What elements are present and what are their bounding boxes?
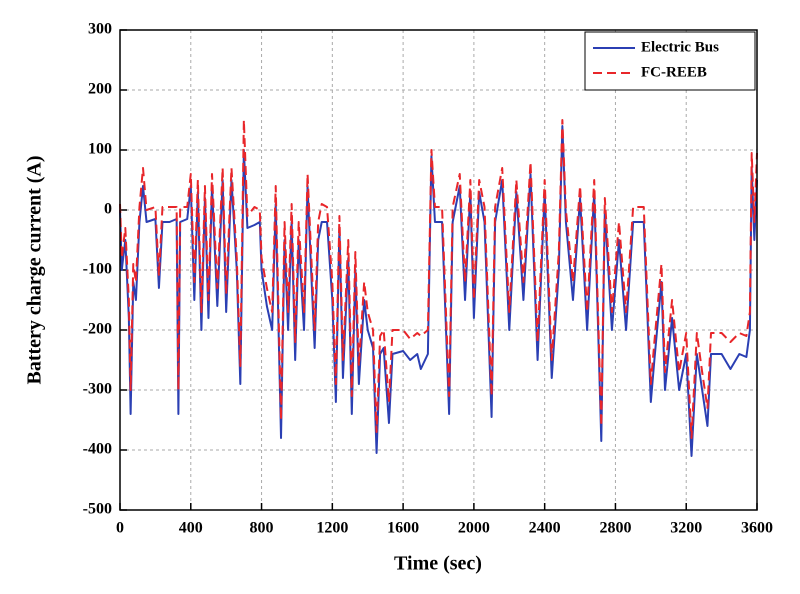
legend-box — [584, 31, 756, 91]
y-tick-label: -300 — [83, 381, 112, 398]
y-axis-title: Battery charge current (A) — [24, 156, 46, 385]
y-tick-label: -500 — [83, 501, 112, 518]
y-tick-label: -400 — [83, 441, 112, 458]
plot-frame — [119, 29, 758, 511]
y-tick-label: -100 — [83, 261, 112, 278]
y-tick-label: 300 — [88, 21, 112, 38]
x-tick-label: 1600 — [387, 520, 419, 537]
y-tick-label: 100 — [88, 141, 112, 158]
series-line — [119, 125, 758, 457]
x-tick-label: 3200 — [670, 520, 702, 537]
y-tick-label: -200 — [83, 321, 112, 338]
y-tick-label: 200 — [88, 81, 112, 98]
x-tick-label: 1200 — [316, 520, 348, 537]
x-tick-label: 800 — [250, 520, 274, 537]
legend: Electric Bus FC-REEB — [584, 31, 756, 91]
legend-label: FC-REEB — [641, 64, 707, 80]
series-line — [119, 119, 758, 439]
x-axis-title: Time (sec) — [394, 553, 482, 575]
x-tick-label: 2800 — [599, 520, 631, 537]
x-tick-label: 400 — [179, 520, 203, 537]
x-tick-label: 3600 — [741, 520, 773, 537]
x-tick-label: 2000 — [458, 520, 490, 537]
x-tick-label: 0 — [116, 520, 124, 537]
y-tick-label: 0 — [104, 201, 112, 218]
x-tick-label: 2400 — [529, 520, 561, 537]
legend-label: Electric Bus — [641, 39, 719, 55]
